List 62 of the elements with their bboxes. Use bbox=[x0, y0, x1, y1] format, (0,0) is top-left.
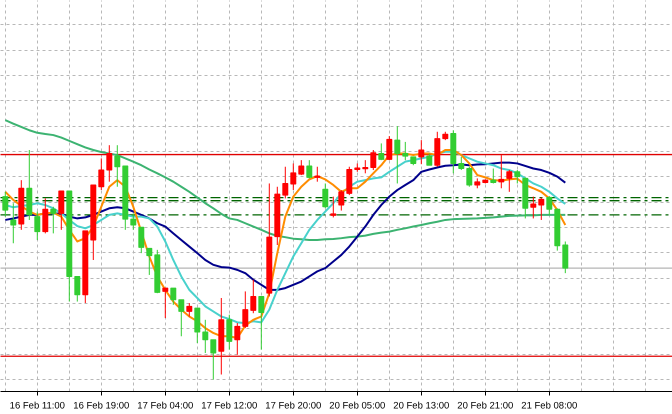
x-tick-label: 21 Feb 08:00 bbox=[521, 400, 578, 412]
candlestick bbox=[394, 126, 400, 184]
candlestick bbox=[314, 166, 320, 182]
x-tick-label: 20 Feb 05:00 bbox=[329, 400, 386, 412]
x-tick-label: 16 Feb 19:00 bbox=[73, 400, 130, 412]
candlestick bbox=[490, 168, 496, 184]
candlestick bbox=[370, 150, 376, 171]
candlestick bbox=[290, 162, 296, 191]
candlestick bbox=[10, 202, 16, 244]
candlestick bbox=[402, 141, 408, 161]
candlestick bbox=[170, 288, 176, 306]
candlestick bbox=[426, 153, 432, 166]
candlestick bbox=[514, 170, 520, 184]
candlestick bbox=[362, 160, 368, 174]
candlestick bbox=[250, 279, 256, 314]
candlestick bbox=[58, 190, 64, 230]
candlestick bbox=[50, 206, 56, 234]
candlestick bbox=[202, 319, 208, 354]
candlestick bbox=[386, 136, 392, 161]
candlestick bbox=[322, 182, 328, 209]
candlestick bbox=[226, 314, 232, 350]
x-tick-label: 16 Feb 11:00 bbox=[10, 400, 65, 412]
x-tick-label: 17 Feb 04:00 bbox=[137, 400, 194, 412]
candlestick bbox=[186, 302, 192, 317]
candlestick bbox=[298, 160, 304, 176]
candlestick bbox=[106, 144, 112, 182]
candlestick bbox=[74, 276, 80, 302]
candlestick bbox=[138, 226, 144, 254]
candlestick bbox=[234, 322, 240, 356]
candlestick bbox=[546, 196, 552, 216]
candlestick bbox=[178, 299, 184, 337]
candlestick bbox=[506, 170, 512, 192]
candlestick bbox=[562, 240, 568, 274]
candlestick bbox=[306, 160, 312, 179]
candlestick bbox=[114, 144, 120, 188]
candlestick bbox=[162, 288, 168, 319]
candlestick bbox=[258, 296, 264, 350]
x-tick-label: 17 Feb 12:00 bbox=[201, 400, 258, 412]
candlestick bbox=[458, 156, 464, 171]
candlestick bbox=[378, 142, 384, 161]
candlestick bbox=[498, 154, 504, 189]
candlestick bbox=[338, 190, 344, 212]
candlestick bbox=[538, 196, 544, 220]
candlestick bbox=[530, 196, 536, 219]
x-tick-label: 20 Feb 13:00 bbox=[393, 400, 450, 412]
candlestick bbox=[418, 140, 424, 165]
candlestick bbox=[474, 178, 480, 189]
candlestick bbox=[242, 290, 248, 329]
candlestick bbox=[146, 248, 152, 276]
candlestick bbox=[194, 308, 200, 344]
candlestick bbox=[282, 166, 288, 199]
candlestick bbox=[130, 212, 136, 230]
candlestick bbox=[34, 211, 40, 240]
candlestick bbox=[42, 198, 48, 234]
x-tick-label: 20 Feb 21:00 bbox=[457, 400, 514, 412]
candlestick bbox=[98, 158, 104, 191]
candlestick bbox=[466, 166, 472, 188]
candlestick bbox=[346, 166, 352, 196]
candlestick bbox=[330, 196, 336, 218]
x-tick-label: 17 Feb 20:00 bbox=[265, 400, 322, 412]
candlestick bbox=[2, 191, 8, 218]
candlestick bbox=[210, 339, 216, 380]
